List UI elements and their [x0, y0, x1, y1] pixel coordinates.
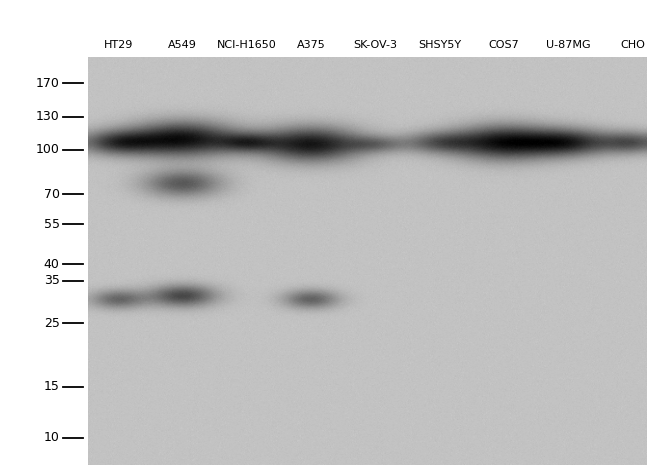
Text: 70: 70	[44, 188, 60, 201]
Text: U-87MG: U-87MG	[546, 39, 591, 50]
Text: 15: 15	[44, 380, 60, 393]
Text: 130: 130	[36, 111, 60, 124]
Text: 35: 35	[44, 275, 60, 287]
Text: SHSY5Y: SHSY5Y	[419, 39, 462, 50]
Text: 25: 25	[44, 316, 60, 330]
Text: 10: 10	[44, 431, 60, 444]
Text: 40: 40	[44, 258, 60, 271]
Text: 100: 100	[36, 143, 60, 156]
Text: NCI-H1650: NCI-H1650	[217, 39, 277, 50]
Text: SK-OV-3: SK-OV-3	[354, 39, 398, 50]
Text: 170: 170	[36, 77, 60, 90]
Text: 55: 55	[44, 218, 60, 231]
Text: A549: A549	[168, 39, 197, 50]
Text: HT29: HT29	[104, 39, 133, 50]
Text: COS7: COS7	[489, 39, 519, 50]
Text: CHO: CHO	[620, 39, 645, 50]
Text: A375: A375	[297, 39, 326, 50]
